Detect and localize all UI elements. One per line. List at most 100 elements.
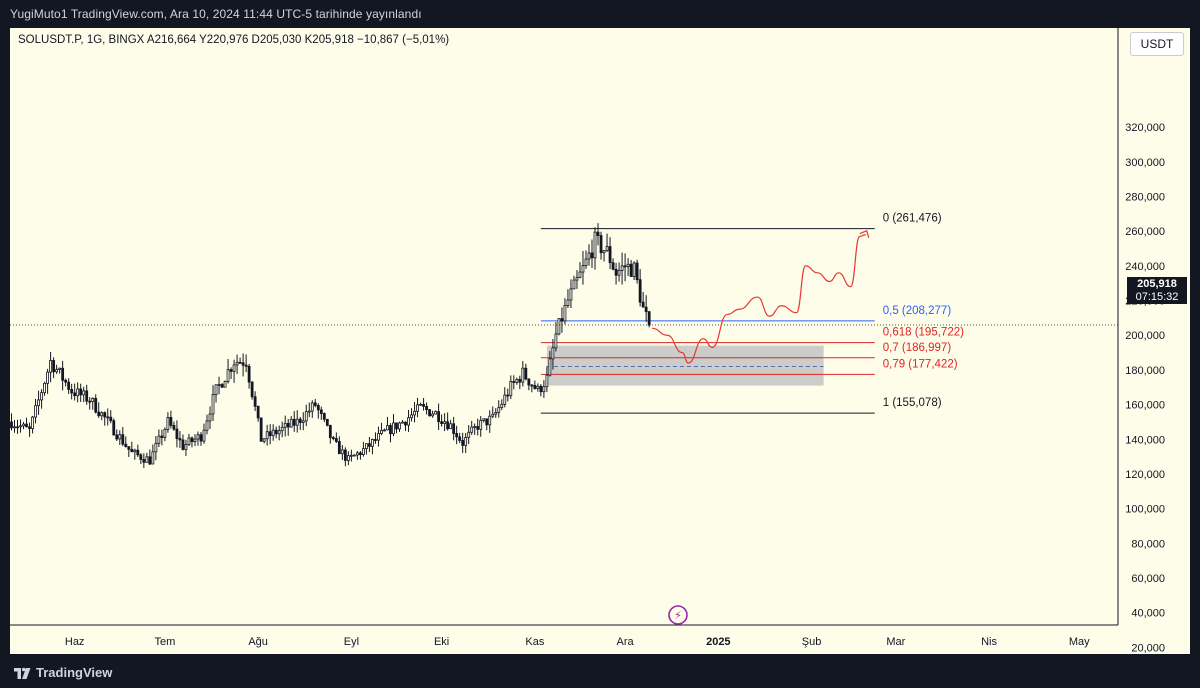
candle-body xyxy=(458,436,462,441)
y-tick-label: 300,000 xyxy=(1125,157,1165,169)
candle-body xyxy=(581,265,585,273)
candle-body xyxy=(202,429,206,442)
candle-body xyxy=(253,396,257,407)
candle-body xyxy=(590,252,594,259)
y-tick-label: 280,000 xyxy=(1125,191,1165,203)
candle-body xyxy=(31,416,34,429)
x-tick-label: Eki xyxy=(434,636,449,648)
candle-body xyxy=(410,414,413,419)
candle-body xyxy=(226,369,230,382)
candle-body xyxy=(488,415,492,426)
candle-body xyxy=(223,380,227,388)
y-tick-label: 120,000 xyxy=(1125,469,1165,481)
candle-body xyxy=(172,425,176,430)
candle-body xyxy=(434,411,437,415)
candle-body xyxy=(626,263,630,267)
candle-body xyxy=(638,279,642,303)
candle-body xyxy=(34,405,37,418)
candle-body xyxy=(247,365,251,383)
candle-body xyxy=(521,367,525,383)
y-tick-label: 160,000 xyxy=(1125,400,1165,412)
event-marker-glyph: ⚡ xyxy=(674,609,682,622)
candle-body xyxy=(557,318,561,335)
candle-body xyxy=(304,411,308,422)
candle-body xyxy=(346,455,350,461)
candle-body xyxy=(148,456,152,465)
candle-body xyxy=(506,394,510,397)
candle-body xyxy=(575,277,579,281)
candle-body xyxy=(301,420,305,423)
candle-body xyxy=(145,456,149,463)
candle-body xyxy=(620,265,624,271)
candle-body xyxy=(461,440,465,446)
projection-arrowhead xyxy=(859,229,870,238)
currency-button[interactable]: USDT xyxy=(1130,32,1184,56)
candle-body xyxy=(494,412,498,415)
candle-body xyxy=(40,392,43,401)
candle-body xyxy=(115,434,119,440)
top-bar: YugiMuto1 TradingView.com, Ara 10, 2024 … xyxy=(0,0,1200,28)
candle-body xyxy=(118,434,122,440)
candle-body xyxy=(274,429,278,435)
candle-body xyxy=(485,418,489,426)
candle-body xyxy=(259,417,263,442)
candle-body xyxy=(307,410,311,413)
candle-body xyxy=(109,416,113,422)
candle-body xyxy=(470,426,474,433)
candle-body xyxy=(389,425,392,435)
candle-body xyxy=(551,347,555,360)
candle-body xyxy=(359,452,362,455)
candle-body xyxy=(238,361,242,364)
candle-body xyxy=(497,407,501,413)
candle-body xyxy=(635,262,639,281)
x-tick-label: Tem xyxy=(155,636,176,648)
candle-body xyxy=(476,426,480,430)
candle-body xyxy=(277,430,281,435)
candle-body xyxy=(413,410,416,416)
price-chart[interactable]: 20,000 40,000 60,000 80,000 100,000 120,000 14… xyxy=(10,28,1190,654)
fib-label: 0,79 (177,422) xyxy=(883,358,958,370)
y-tick-label: 40,000 xyxy=(1131,608,1165,620)
candle-body xyxy=(94,397,98,413)
candle-body xyxy=(416,404,419,412)
x-tick-label: Kas xyxy=(525,636,544,648)
candle-body xyxy=(593,231,597,259)
fib-label: 0,5 (208,277) xyxy=(883,305,952,317)
candle-body xyxy=(584,258,588,266)
candle-body xyxy=(641,301,645,308)
candle-body xyxy=(365,443,368,450)
candle-body xyxy=(16,426,19,429)
symbol-info[interactable]: SOLUSDT.P, 1G, BINGX A216,664 Y220,976 D… xyxy=(18,34,450,46)
last-price-label: 205,918 xyxy=(1127,277,1187,291)
candle-body xyxy=(22,423,25,427)
candle-body xyxy=(602,250,606,254)
candle-body xyxy=(377,433,380,441)
candle-body xyxy=(100,412,104,417)
candle-body xyxy=(545,374,549,388)
candle-body xyxy=(542,386,546,393)
chart-area[interactable]: 20,000 40,000 60,000 80,000 100,000 120,000 14… xyxy=(10,28,1190,654)
candle-body xyxy=(328,424,332,438)
projection-path xyxy=(652,234,866,364)
candle-body xyxy=(316,405,320,411)
candle-body xyxy=(334,438,338,442)
candle-body xyxy=(605,246,609,252)
candle-body xyxy=(127,446,131,450)
candle-body xyxy=(70,389,74,394)
y-tick-label: 100,000 xyxy=(1125,504,1165,516)
candle-body xyxy=(283,422,287,428)
candle-body xyxy=(184,444,188,450)
candle-body xyxy=(322,413,326,420)
tradingview-brand[interactable]: TradingView xyxy=(36,665,113,680)
tradingview-logo-icon[interactable] xyxy=(12,665,34,679)
candle-body xyxy=(103,412,107,418)
candle-body xyxy=(614,268,618,276)
candle-body xyxy=(560,318,564,322)
candle-body xyxy=(190,437,194,443)
candle-body xyxy=(25,423,28,428)
candle-body xyxy=(196,434,200,440)
candle-body xyxy=(611,262,615,270)
candle-body xyxy=(79,388,83,396)
candle-body xyxy=(256,405,260,419)
candle-body xyxy=(37,399,40,407)
